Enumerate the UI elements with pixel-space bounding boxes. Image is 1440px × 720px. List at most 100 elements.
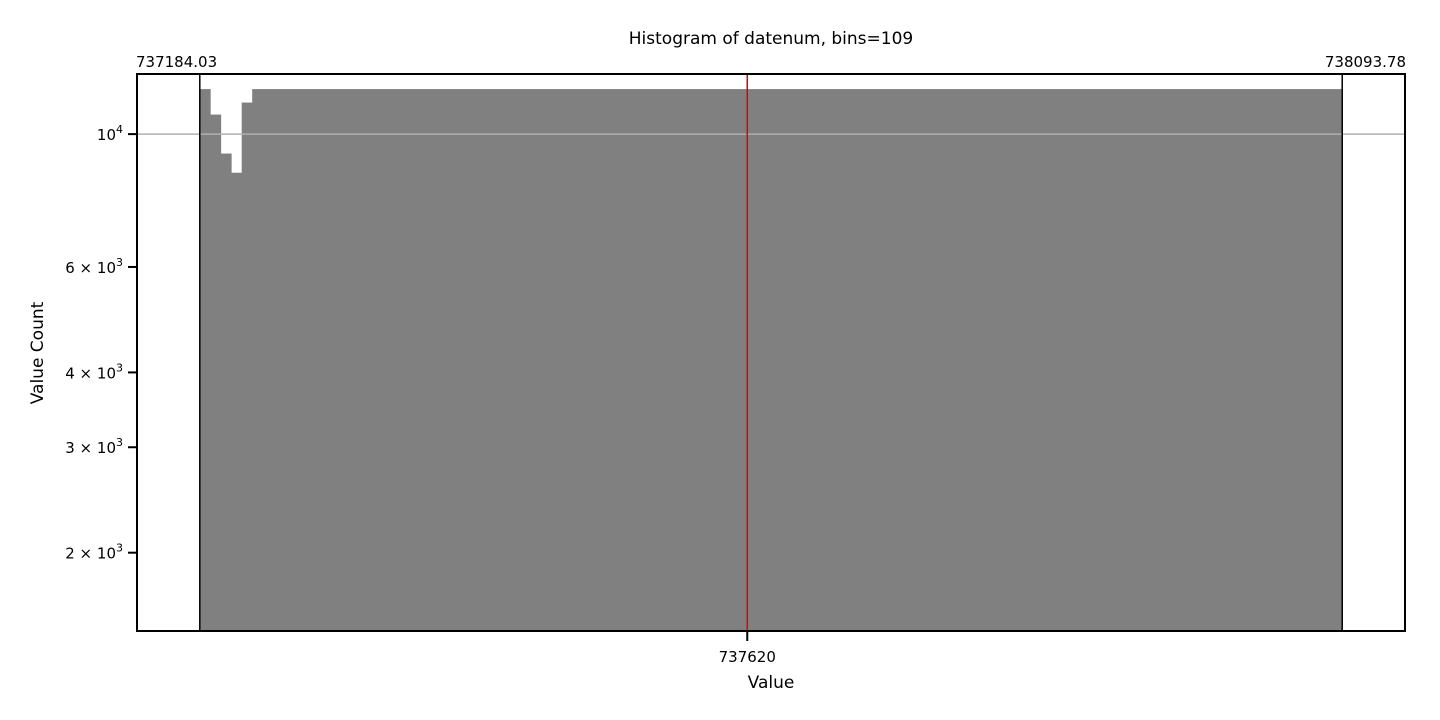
data-max-label: 738093.78	[1325, 53, 1406, 71]
histogram-bar	[1080, 89, 1092, 631]
x-axis-label: Value	[748, 673, 795, 693]
histogram-bar	[1111, 89, 1123, 631]
histogram-bar	[807, 89, 819, 631]
histogram-bar	[210, 114, 222, 631]
histogram-bar	[1153, 89, 1165, 631]
histogram-bar	[231, 172, 243, 632]
histogram-bar	[1331, 89, 1343, 631]
histogram-bar	[1289, 89, 1301, 631]
histogram-bar	[346, 89, 358, 631]
y-tick-label: 104	[97, 123, 123, 144]
histogram-bar	[1164, 89, 1175, 631]
histogram-bar	[1038, 89, 1050, 631]
histogram-bar	[734, 89, 746, 631]
histogram-bar	[629, 89, 641, 631]
histogram-bar	[1174, 89, 1186, 631]
histogram-bar	[1205, 89, 1217, 631]
histogram-bar	[377, 89, 389, 631]
histogram-bar	[619, 89, 630, 631]
histogram-bar	[860, 89, 871, 631]
histogram-bar	[430, 89, 442, 631]
y-tick-label: 6 × 103	[65, 256, 123, 277]
histogram-bar	[587, 89, 599, 631]
histogram-bar	[503, 89, 515, 631]
histogram-bar	[440, 89, 452, 631]
histogram-bar	[650, 89, 662, 631]
histogram-bar	[556, 89, 568, 631]
histogram-bar	[1279, 89, 1291, 631]
histogram-bar	[996, 89, 1008, 631]
histogram-bar	[545, 89, 557, 631]
histogram-bar	[608, 89, 620, 631]
histogram-bar	[304, 89, 316, 631]
histogram-bar	[702, 89, 714, 631]
histogram-bar	[797, 89, 809, 631]
histogram-bar	[566, 89, 578, 631]
histogram-bar	[639, 89, 651, 631]
histogram-bar	[1195, 89, 1207, 631]
histogram-bar	[336, 89, 347, 631]
histogram-bar	[1122, 89, 1133, 631]
histogram-bar	[1059, 89, 1071, 631]
histogram-bar	[482, 89, 494, 631]
histogram-bar	[1017, 89, 1029, 631]
histogram-bar	[755, 89, 767, 631]
histogram-bar	[765, 89, 777, 631]
histogram-bar	[828, 89, 840, 631]
y-axis-label: Value Count	[28, 301, 48, 404]
histogram-bar	[325, 89, 337, 631]
histogram-bar	[692, 89, 704, 631]
histogram-bar	[1090, 89, 1102, 631]
histogram-bar	[954, 89, 966, 631]
histogram-bar	[786, 89, 798, 631]
histogram-bar	[870, 89, 882, 631]
histogram-bar	[388, 89, 400, 631]
histogram-bar	[912, 89, 924, 631]
y-tick-label: 2 × 103	[65, 542, 123, 563]
histogram-bar	[577, 89, 588, 631]
histogram-bar	[902, 89, 913, 631]
histogram-bar	[1310, 89, 1322, 631]
histogram-bar	[1185, 89, 1196, 631]
histogram-bar	[1216, 89, 1228, 631]
histogram-bar	[357, 89, 368, 631]
histogram-bar	[849, 89, 861, 631]
histogram-bar	[1321, 89, 1333, 631]
plot-frame	[136, 73, 1406, 632]
histogram-bar	[891, 89, 903, 631]
histogram-bar	[1237, 89, 1249, 631]
histogram-bar	[723, 89, 735, 631]
histogram-bar	[744, 89, 756, 631]
histogram-bar	[975, 89, 987, 631]
histogram-bar	[1048, 89, 1060, 631]
histogram-bar	[493, 89, 505, 631]
histogram-bar	[1300, 89, 1312, 631]
histogram-bar	[1027, 89, 1039, 631]
histogram-bar	[220, 153, 232, 632]
histogram-bar	[1268, 89, 1280, 631]
histogram-bar	[524, 89, 536, 631]
histogram-bar	[964, 89, 976, 631]
y-tick-label: 4 × 103	[65, 361, 123, 382]
histogram-bar	[273, 89, 285, 631]
histogram-bar	[514, 89, 526, 631]
histogram-bar	[660, 89, 672, 631]
histogram-bar	[294, 89, 305, 631]
histogram-bar	[1132, 89, 1144, 631]
histogram-bar	[1247, 89, 1259, 631]
y-axis-ticks: 104 6 × 103 4 × 103 3 × 103 2 × 103	[65, 123, 137, 563]
histogram-bar	[671, 89, 683, 631]
histogram-bar	[262, 89, 274, 631]
histogram-bar	[943, 89, 955, 631]
histogram-bar	[461, 89, 473, 631]
histogram-bar	[451, 89, 463, 631]
histogram-bar	[1258, 89, 1270, 631]
histogram-bar	[241, 102, 253, 632]
histogram-bar	[681, 89, 693, 631]
data-min-label: 737184.03	[136, 53, 217, 71]
histogram-bar	[922, 89, 934, 631]
histogram-bar	[776, 89, 788, 631]
histogram-bar	[1101, 89, 1113, 631]
histogram-bar	[283, 89, 295, 631]
